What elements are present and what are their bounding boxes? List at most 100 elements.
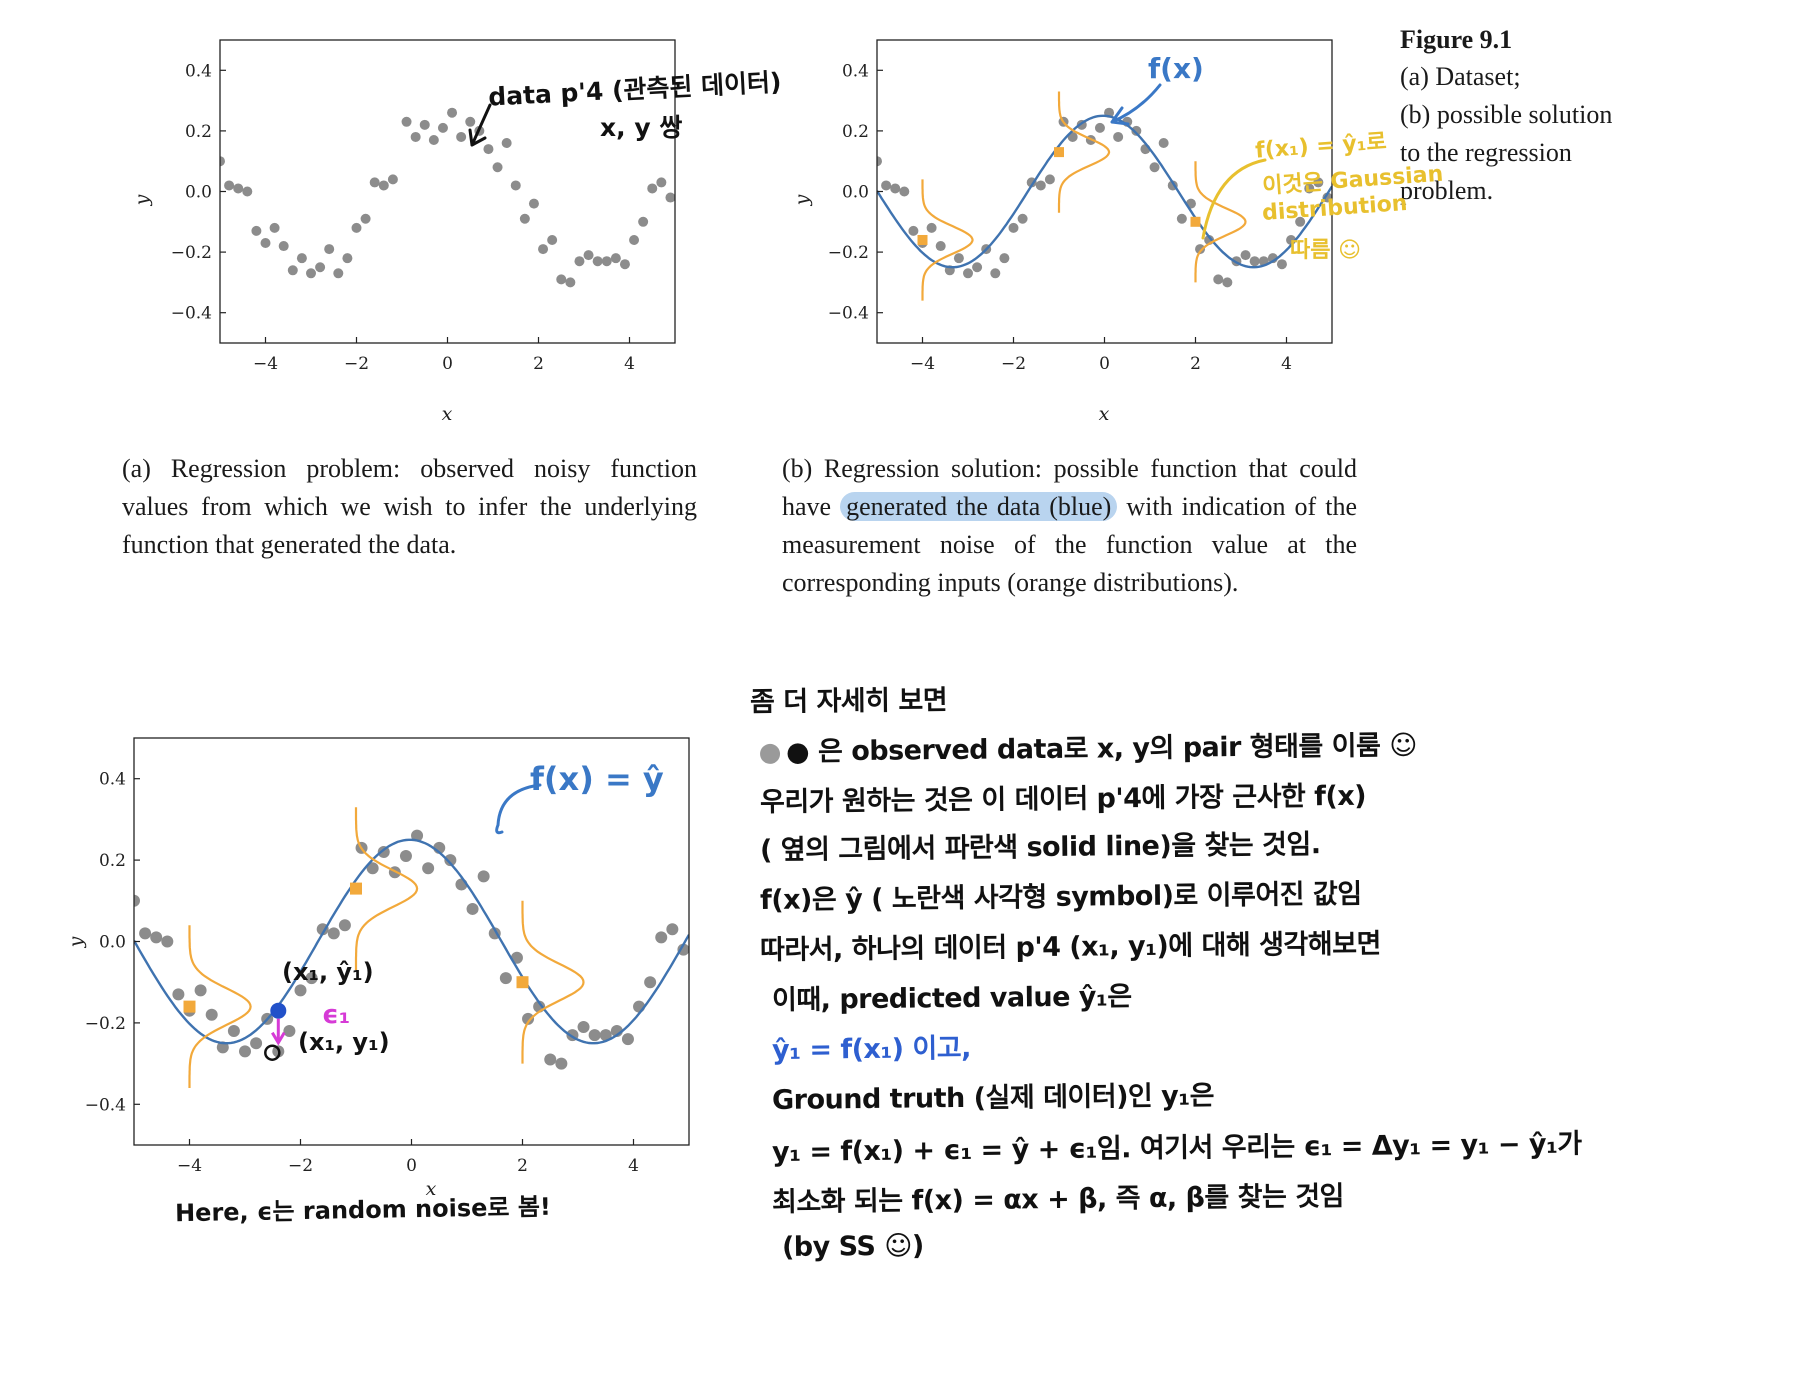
data-point xyxy=(619,259,630,270)
data-point xyxy=(483,144,494,155)
data-point xyxy=(666,923,679,936)
x-tick-label: −4 xyxy=(910,354,935,374)
y-tick-label: 0.2 xyxy=(185,122,212,142)
data-point xyxy=(1044,174,1055,185)
data-point xyxy=(351,222,362,233)
data-point xyxy=(1304,183,1315,194)
data-point xyxy=(908,225,919,236)
plot-c-marks xyxy=(134,807,689,1088)
figure-side-caption: Figure 9.1 (a) Dataset; (b) possible sol… xyxy=(1400,22,1780,210)
noise-distribution xyxy=(1057,91,1111,213)
data-point xyxy=(224,180,235,191)
noise-distribution xyxy=(1194,161,1247,283)
data-point xyxy=(510,180,521,191)
note-line: ŷ₁ = f(x₁) 이고, xyxy=(771,1032,972,1066)
data-point xyxy=(1131,125,1142,136)
prediction-square xyxy=(1054,147,1064,158)
data-point xyxy=(250,1037,263,1050)
data-point xyxy=(644,976,657,989)
data-point xyxy=(419,119,430,130)
plot-c-here-text: Here, ϵ는 random noise로 봄! xyxy=(174,1192,552,1228)
data-point xyxy=(935,241,946,252)
data-point xyxy=(1158,138,1169,149)
data-point xyxy=(220,156,225,167)
plot-c-fx-label: f(x) = ŷ xyxy=(530,760,664,798)
x-tick-label: 2 xyxy=(517,1156,528,1176)
predicted-point xyxy=(270,1002,287,1019)
y-tick-label: −0.4 xyxy=(828,304,869,324)
data-point xyxy=(1240,250,1251,261)
data-point xyxy=(1322,192,1332,203)
data-point xyxy=(305,972,318,985)
data-point xyxy=(150,931,163,944)
plot-a-yticks: −0.4 −0.2 0.0 0.2 0.4 xyxy=(171,61,226,324)
data-point xyxy=(422,862,435,875)
data-point xyxy=(1035,180,1046,191)
data-point xyxy=(926,222,937,233)
data-point xyxy=(528,198,539,209)
caption-b-highlight: generated the data (blue) xyxy=(840,492,1118,521)
note-line: y₁ = f(x₁) + ϵ₁ = ŷ + ϵ₁임. 여기서 우리는 ϵ₁ = … xyxy=(771,1128,1582,1168)
data-point xyxy=(233,183,244,194)
y-tick-label: 0.4 xyxy=(842,61,869,81)
data-point xyxy=(1313,177,1324,188)
data-point xyxy=(953,253,964,264)
plot-c-xticks: −4 −2 0 2 4 xyxy=(177,1139,639,1176)
plot-b-xticks: −4 −2 0 2 4 xyxy=(910,337,1292,374)
prediction-square xyxy=(183,1000,196,1013)
data-point xyxy=(477,870,490,883)
data-point xyxy=(599,1029,612,1042)
data-point xyxy=(877,156,882,167)
data-point xyxy=(194,984,207,997)
note-text: ● 은 observed data로 x, y의 pair 형태를 이룸 ☺ xyxy=(785,730,1418,768)
y-tick-label: −0.2 xyxy=(85,1014,126,1034)
plot-b-fx-label: f(x) xyxy=(1148,52,1204,85)
data-point xyxy=(1276,259,1287,270)
data-point xyxy=(592,256,603,267)
note-line: Ground truth (실제 데이터)인 y₁은 xyxy=(771,1080,1215,1116)
x-tick-label: 0 xyxy=(406,1156,417,1176)
data-point xyxy=(401,116,412,127)
y-tick-label: −0.4 xyxy=(85,1095,126,1115)
data-point xyxy=(588,1029,601,1042)
data-point xyxy=(269,222,280,233)
data-point xyxy=(161,935,174,948)
data-point xyxy=(972,262,983,273)
data-point xyxy=(456,131,467,142)
data-point xyxy=(621,1033,634,1046)
data-point xyxy=(601,256,612,267)
y-tick-label: −0.2 xyxy=(828,243,869,263)
plot-c-yticks: −0.4 −0.2 0.0 0.2 0.4 xyxy=(85,770,140,1115)
note-line: 이때, predicted value ŷ₁은 xyxy=(771,981,1132,1016)
data-point xyxy=(881,180,892,191)
y-tick-label: 0.0 xyxy=(185,183,212,203)
data-point xyxy=(172,988,185,1001)
x-tick-label: 0 xyxy=(1099,354,1110,374)
data-point xyxy=(466,902,479,915)
data-point xyxy=(583,250,594,261)
caption-a: (a) Regression problem: observed noisy f… xyxy=(122,454,697,559)
data-point xyxy=(278,241,289,252)
data-point xyxy=(544,1053,557,1066)
data-point xyxy=(315,262,326,273)
plot-b-note-arrow xyxy=(1201,158,1267,240)
plot-a-note-pair: x, y 쌍 xyxy=(600,113,683,142)
data-point xyxy=(501,138,512,149)
data-point xyxy=(333,268,344,279)
data-point xyxy=(205,1008,218,1021)
data-point xyxy=(428,134,439,145)
plot-area xyxy=(220,107,675,288)
data-point xyxy=(447,107,458,118)
x-tick-label: −2 xyxy=(288,1156,313,1176)
plot-a-marks xyxy=(220,107,675,288)
plot-c-ylabel: y xyxy=(65,936,87,948)
x-tick-label: 0 xyxy=(442,354,453,374)
data-point xyxy=(1176,213,1187,224)
plot-b-xlabel: x xyxy=(1099,403,1110,425)
data-point xyxy=(239,1045,251,1058)
noise-distribution xyxy=(921,179,974,301)
plot-area xyxy=(877,91,1332,301)
note-text: 최소화 되는 f(x) = αx + β, 즉 α, β를 찾는 것임 xyxy=(771,1181,1345,1218)
data-point xyxy=(260,238,271,249)
prediction-square xyxy=(516,976,529,989)
